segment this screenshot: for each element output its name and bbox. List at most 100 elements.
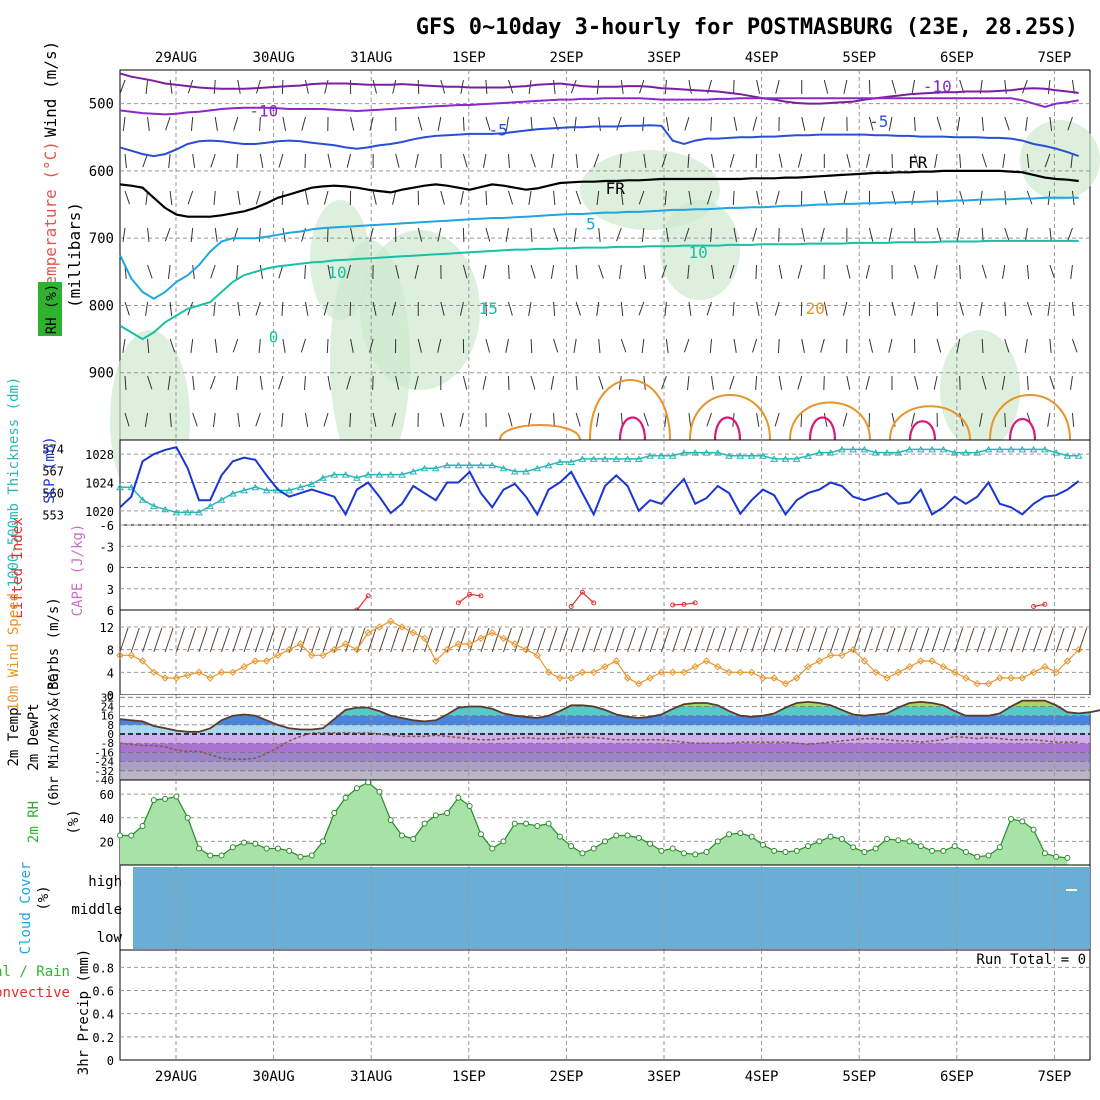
wind-barb: [1026, 264, 1030, 279]
thickness-point: [928, 445, 936, 453]
wind-barb: [1049, 338, 1052, 353]
temp-tick: 16: [101, 710, 114, 723]
slp-ticks: 1020 1024 1028 553 560 567 574: [42, 442, 114, 522]
wind-speed-point: [905, 662, 914, 671]
wind-speed-point: [792, 674, 801, 682]
thickness-point: [240, 486, 248, 494]
surface-barb: [311, 627, 321, 653]
wind-barb: [326, 338, 329, 354]
wind-barb: [823, 79, 829, 94]
wind-barb: [756, 301, 760, 316]
wind-speed-point: [172, 674, 181, 682]
rh-point: [1053, 853, 1060, 860]
wind-speed-series: [116, 617, 1083, 688]
wind-barb: [979, 301, 983, 316]
rh-panel: 20 40 60 2m RH (%): [26, 779, 1091, 866]
wind-barb: [570, 79, 577, 94]
wind-barb: [437, 116, 442, 131]
cloud-level-middle: middle: [71, 902, 122, 918]
rh-tick: 20: [100, 835, 114, 849]
wind-barb: [575, 301, 581, 316]
wind-barb: [124, 375, 127, 391]
thickness-point: [713, 449, 722, 456]
wind-speed-point: [217, 668, 226, 677]
li-series: [354, 589, 1048, 613]
wind-barb: [440, 190, 445, 205]
wind-barb: [530, 338, 533, 354]
wind-speed-point: [725, 668, 733, 677]
wind-barb: [259, 153, 264, 168]
wind-barb: [237, 79, 241, 94]
rh-shade-blob: [660, 200, 740, 300]
wind-barb: [281, 412, 284, 427]
surface-barb: [514, 627, 524, 653]
wind-barb: [372, 79, 378, 94]
wind-barb: [323, 412, 329, 427]
rh-point: [342, 794, 349, 801]
rh-point: [951, 843, 958, 850]
wind-barb: [936, 190, 939, 206]
wind-barb: [820, 338, 825, 353]
temp-band: [120, 761, 1090, 771]
wind-speed-point: [398, 623, 406, 631]
wind-barb: [933, 375, 938, 390]
rh-point: [940, 847, 947, 854]
surface-barb: [435, 627, 445, 653]
wind-barb: [164, 227, 171, 242]
wind-barb: [145, 301, 149, 316]
wind-barb: [1071, 412, 1075, 427]
wind-speed-point: [1063, 657, 1072, 665]
wind-barb: [842, 412, 848, 427]
wind-barb: [596, 301, 600, 316]
wind-barb: [1004, 227, 1010, 242]
thickness-tick: 574: [42, 442, 64, 456]
rh-point: [466, 802, 473, 809]
wind-barb: [281, 301, 284, 317]
wind-barb: [706, 301, 712, 316]
wind-barb: [237, 301, 241, 316]
temp-band: [120, 770, 1090, 780]
contour-line: [119, 239, 1079, 341]
thickness-point: [1007, 445, 1015, 453]
wind-tick: 8: [107, 644, 114, 658]
surface-barb: [1021, 627, 1031, 653]
surface-barb: [784, 627, 794, 653]
wind-barb: [147, 375, 153, 390]
wind-speed-point: [409, 628, 418, 637]
rh-area: [120, 782, 1068, 865]
thickness-point: [657, 452, 666, 459]
wind-speed-point: [386, 617, 395, 626]
wind-barb: [911, 301, 916, 316]
day-label-bottom: 7SEP: [1038, 1069, 1072, 1085]
wind-barb: [303, 375, 306, 391]
wind-barb: [801, 227, 806, 242]
upper-ylabel-temp: Temperature (°C): [41, 141, 60, 295]
precip-tick: 0.2: [92, 1031, 114, 1045]
surface-barb: [491, 627, 501, 653]
wind-barb: [1026, 375, 1029, 391]
surface-barb: [773, 627, 783, 653]
wind-barb: [235, 375, 239, 390]
wind-speed-point: [962, 674, 970, 682]
wind-speed-point: [127, 651, 136, 660]
wind-barb: [369, 116, 374, 131]
contour-line: [119, 196, 1079, 300]
wind-barb: [936, 227, 942, 242]
thickness-point: [995, 445, 1004, 453]
surface-barb: [299, 627, 309, 653]
precip-label-total: Total / Rain: [0, 964, 70, 980]
wind-barb: [147, 116, 150, 131]
wind-barb: [981, 338, 984, 354]
rh-point: [647, 840, 654, 847]
surface-barb: [345, 627, 355, 653]
wind-barb: [914, 375, 919, 390]
wind-frame: [119, 609, 1091, 696]
surface-barb: [638, 627, 648, 653]
wind-barb: [688, 412, 692, 427]
surface-barb: [863, 627, 873, 653]
wind-speed-point: [1018, 674, 1027, 682]
day-label-bottom: 29AUG: [155, 1069, 197, 1085]
surface-barb: [581, 627, 591, 653]
wind-speed-point: [883, 674, 891, 682]
wind-barb: [190, 116, 194, 131]
